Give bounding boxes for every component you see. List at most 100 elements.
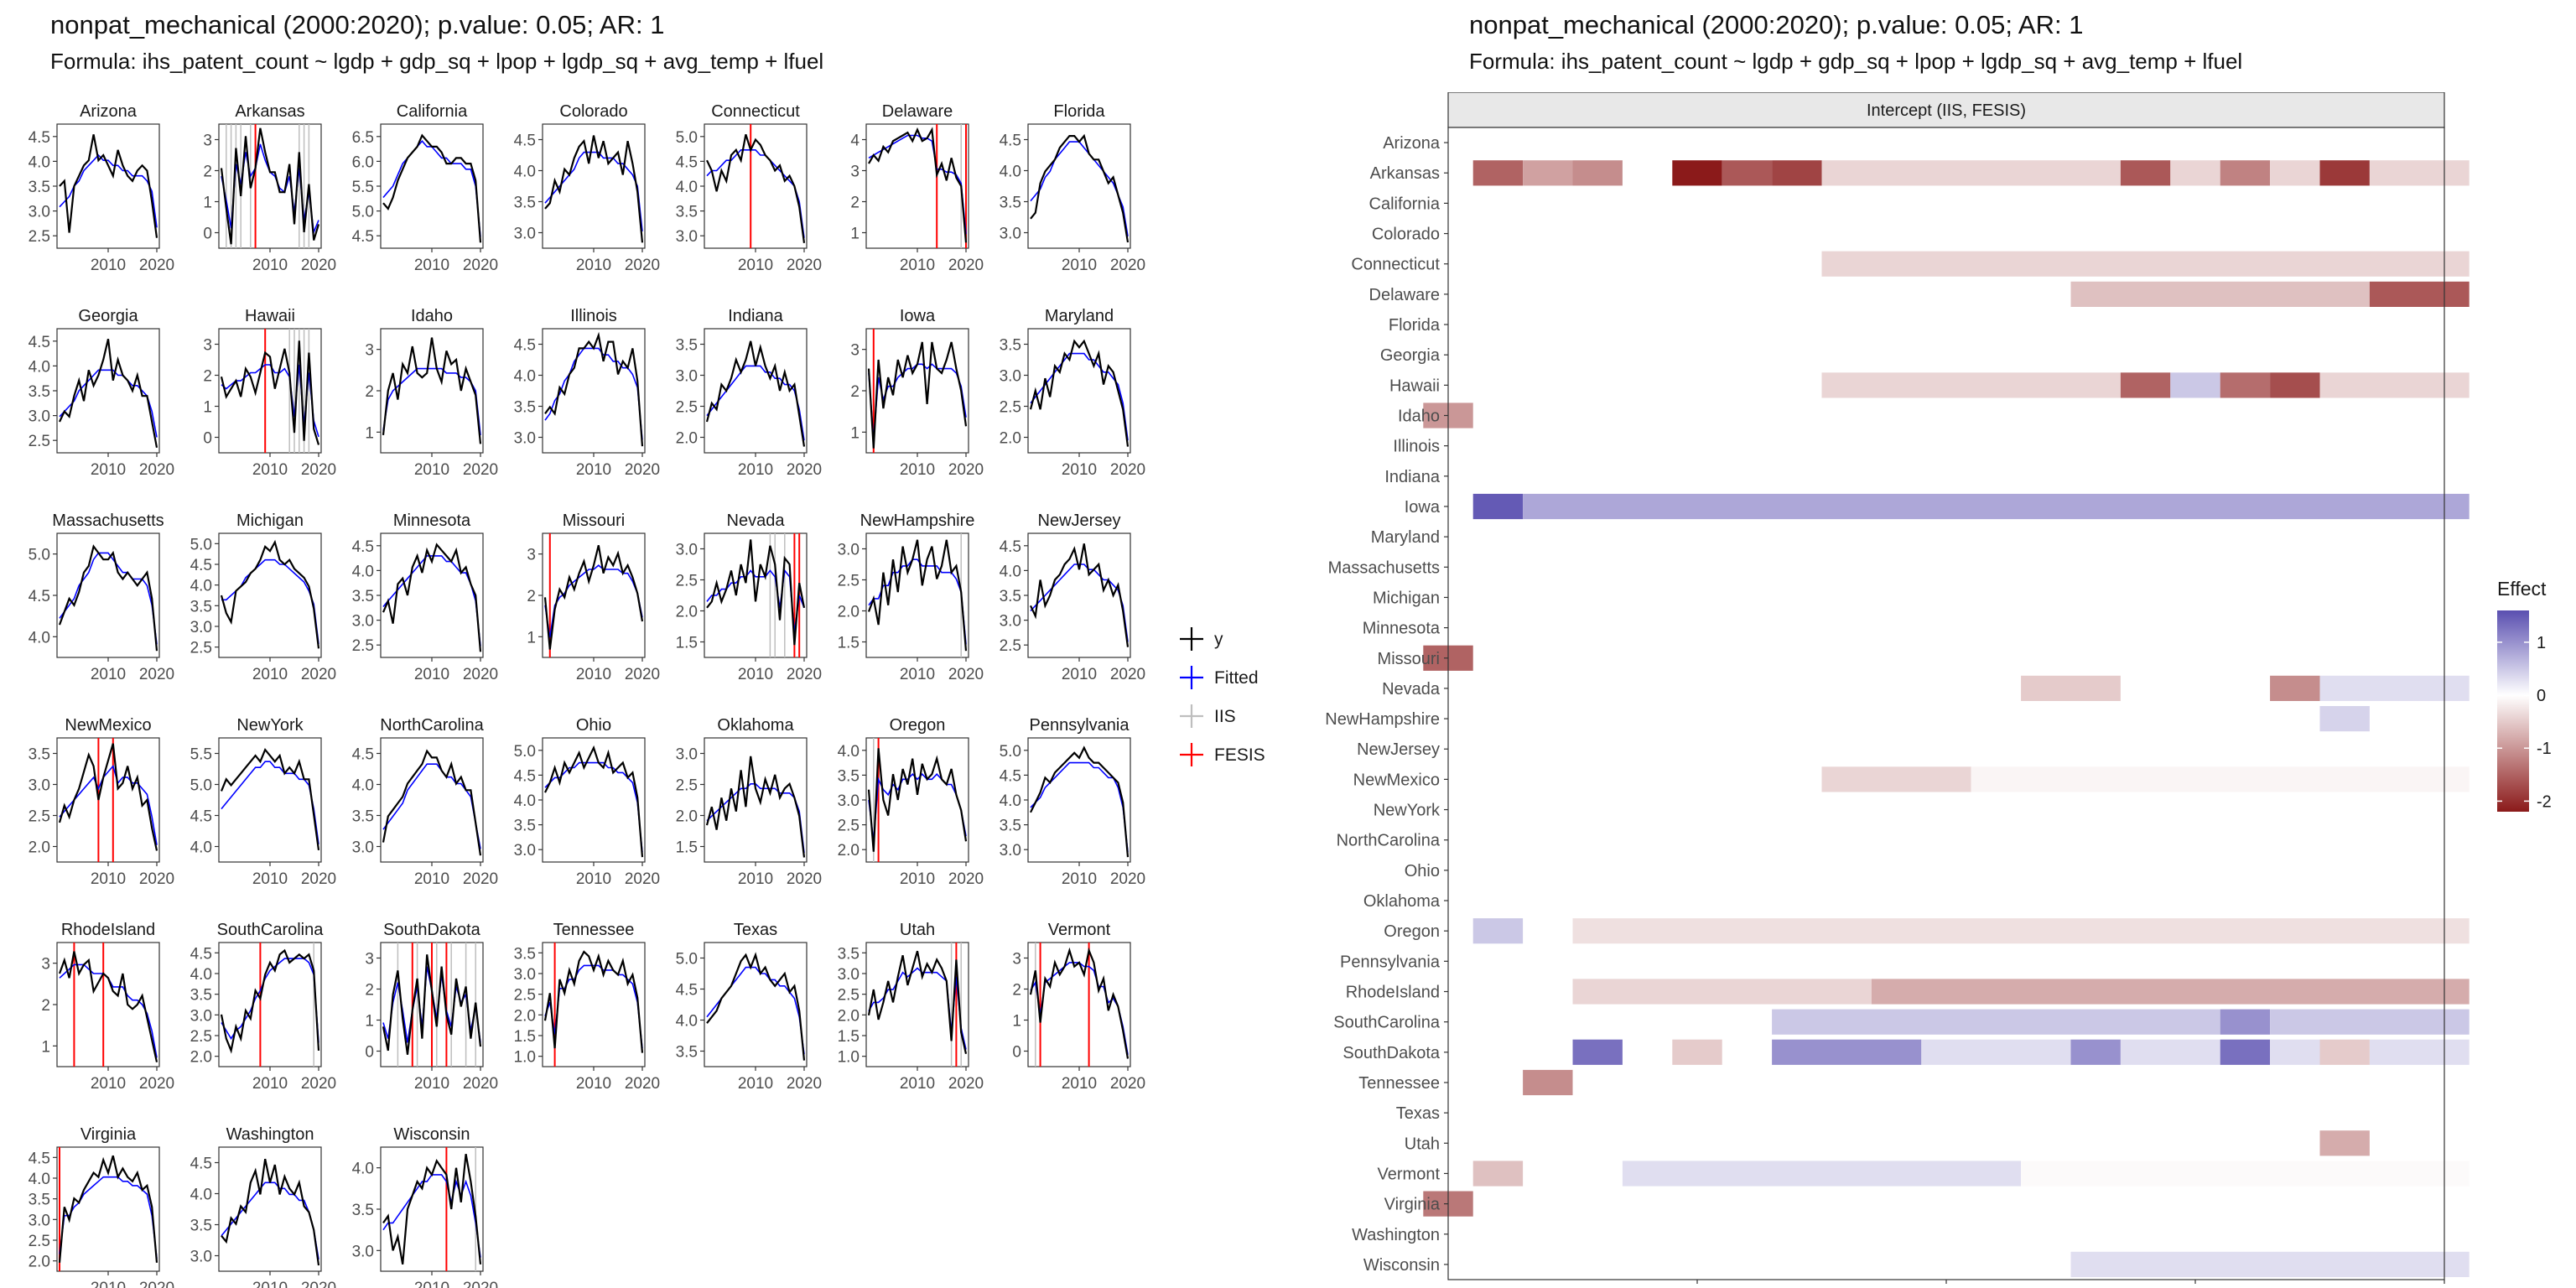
y-tick-label: 4.0 (676, 179, 698, 196)
row-label: Indiana (1384, 468, 1440, 486)
panel-title: NewJersey (1038, 512, 1121, 530)
heatmap-cell (2021, 1161, 2470, 1186)
y-tick-label: 1.0 (514, 1049, 536, 1067)
y-tick-label: 2.5 (838, 987, 860, 1005)
panel-georgia: Georgia2.53.03.54.04.520102020 (29, 307, 175, 479)
x-tick-label: 2010 (738, 870, 773, 888)
x-tick-label: 2020 (463, 461, 498, 479)
legend-label: y (1214, 630, 1223, 649)
legend-tick-label: 1 (2537, 634, 2546, 652)
row-label: Texas (1396, 1104, 1440, 1123)
y-tick-label: 3 (850, 342, 860, 360)
heatmap-cell (1772, 1010, 2220, 1035)
heatmap-cell (1573, 918, 2470, 943)
row-label: NewJersey (1357, 740, 1440, 759)
row-label: Oregon (1384, 922, 1440, 941)
row-label: Georgia (1380, 346, 1441, 365)
heatmap-cell (2320, 676, 2470, 701)
heatmap-cell (1623, 1161, 2021, 1186)
y-tick-label: 2.0 (838, 604, 860, 621)
x-tick-label: 2010 (738, 666, 773, 683)
heatmap-cell (1573, 979, 1872, 1004)
legend-title: Effect (2497, 578, 2547, 600)
y-tick-label: 0 (203, 226, 212, 243)
legend-tick-label: -2 (2537, 792, 2552, 811)
x-tick-label: 2010 (576, 257, 611, 274)
x-tick-label: 2010 (1062, 870, 1097, 888)
x-tick-label: 2020 (625, 870, 660, 888)
y-tick-label: 4.5 (190, 557, 212, 574)
panel-title: Iowa (900, 307, 936, 325)
panel-title: NorthCarolina (380, 716, 484, 735)
panel-title: California (397, 102, 468, 121)
y-tick-label: 3.5 (676, 1044, 698, 1062)
row-label: Colorado (1372, 226, 1440, 244)
y-tick-label: 6.5 (352, 129, 374, 147)
x-tick-label: 2020 (301, 1280, 336, 1288)
row-label: Hawaii (1389, 377, 1440, 395)
heatmap-cell (2220, 372, 2270, 397)
row-label: Iowa (1405, 498, 1441, 517)
panel-northcarolina: NorthCarolina3.03.54.04.520102020 (352, 716, 499, 888)
panel-title: Nevada (727, 512, 786, 530)
panel-title: RhodeIsland (61, 921, 155, 939)
row-label: NewHampshire (1325, 710, 1440, 729)
panel-frame (1028, 943, 1130, 1067)
heatmap-cell (2121, 160, 2170, 185)
y-tick-label: 4.0 (190, 1187, 212, 1204)
x-tick-label: 2010 (91, 257, 126, 274)
y-tick-label: 1.0 (838, 1049, 860, 1067)
legend-label: FESIS (1214, 745, 1265, 765)
heatmap-cell (1822, 160, 2121, 185)
y-tick-label: 3.0 (514, 226, 536, 243)
panel-title: Florida (1053, 102, 1105, 121)
row-label: Missouri (1378, 650, 1440, 668)
y-tick-label: 4.5 (29, 1150, 50, 1167)
heatmap-cell (1822, 766, 1971, 792)
x-tick-label: 2010 (91, 666, 126, 683)
y-tick-label: 4.5 (676, 982, 698, 1000)
x-tick-label: 2010 (252, 666, 288, 683)
y-tick-label: 5.0 (514, 743, 536, 761)
y-tick-label: 1 (41, 1038, 50, 1056)
panel-frame (57, 124, 159, 248)
row-label: RhodeIsland (1346, 984, 1440, 1002)
y-tick-label: 2.0 (514, 1007, 536, 1025)
x-tick-label: 2020 (948, 461, 984, 479)
y-tick-label: 3 (1012, 951, 1021, 969)
y-tick-label: 5.0 (676, 951, 698, 969)
y-tick-label: 2.0 (676, 604, 698, 621)
x-tick-label: 2010 (900, 461, 935, 479)
y-tick-label: 3.5 (676, 204, 698, 221)
heatmap-cell (1523, 494, 2470, 519)
y-tick-label: 4.0 (1000, 563, 1021, 580)
y-tick-label: 5.0 (1000, 743, 1021, 761)
small-multiples-chart: Arizona2.53.03.54.04.520102020Arkansas01… (0, 92, 1291, 1288)
y-tick-label: 4.0 (190, 966, 212, 984)
panel-rhodeisland: RhodeIsland12320102020 (41, 921, 174, 1093)
y-tick-label: 1 (203, 399, 212, 417)
y-tick-label: 0 (1012, 1044, 1021, 1062)
x-tick-label: 2010 (576, 870, 611, 888)
y-tick-label: 2.5 (676, 777, 698, 795)
row-label: Virginia (1384, 1196, 1441, 1214)
y-tick-label: 6.0 (352, 153, 374, 171)
panel-title: Connecticut (711, 102, 800, 121)
x-tick-label: 2020 (139, 1075, 174, 1093)
y-tick-label: 3.0 (29, 408, 50, 426)
heatmap-cell (1473, 918, 1523, 943)
panel-vermont: Vermont012320102020 (1012, 921, 1145, 1093)
x-tick-label: 2010 (900, 666, 935, 683)
x-tick-label: 2010 (738, 257, 773, 274)
panel-oregon: Oregon2.02.53.03.54.020102020 (838, 716, 984, 888)
heatmap-cell (2320, 1130, 2370, 1156)
x-tick-label: 2010 (414, 666, 449, 683)
heatmap-cell (1473, 494, 1523, 519)
heatmap-cell (2121, 1040, 2220, 1065)
y-tick-label: 2.0 (29, 1254, 50, 1271)
row-label: Arkansas (1370, 164, 1440, 183)
heatmap-cell (2270, 1040, 2319, 1065)
y-tick-label: 4.0 (29, 629, 50, 647)
row-label: SouthCarolina (1333, 1014, 1441, 1032)
y-tick-label: 3.5 (29, 179, 50, 196)
